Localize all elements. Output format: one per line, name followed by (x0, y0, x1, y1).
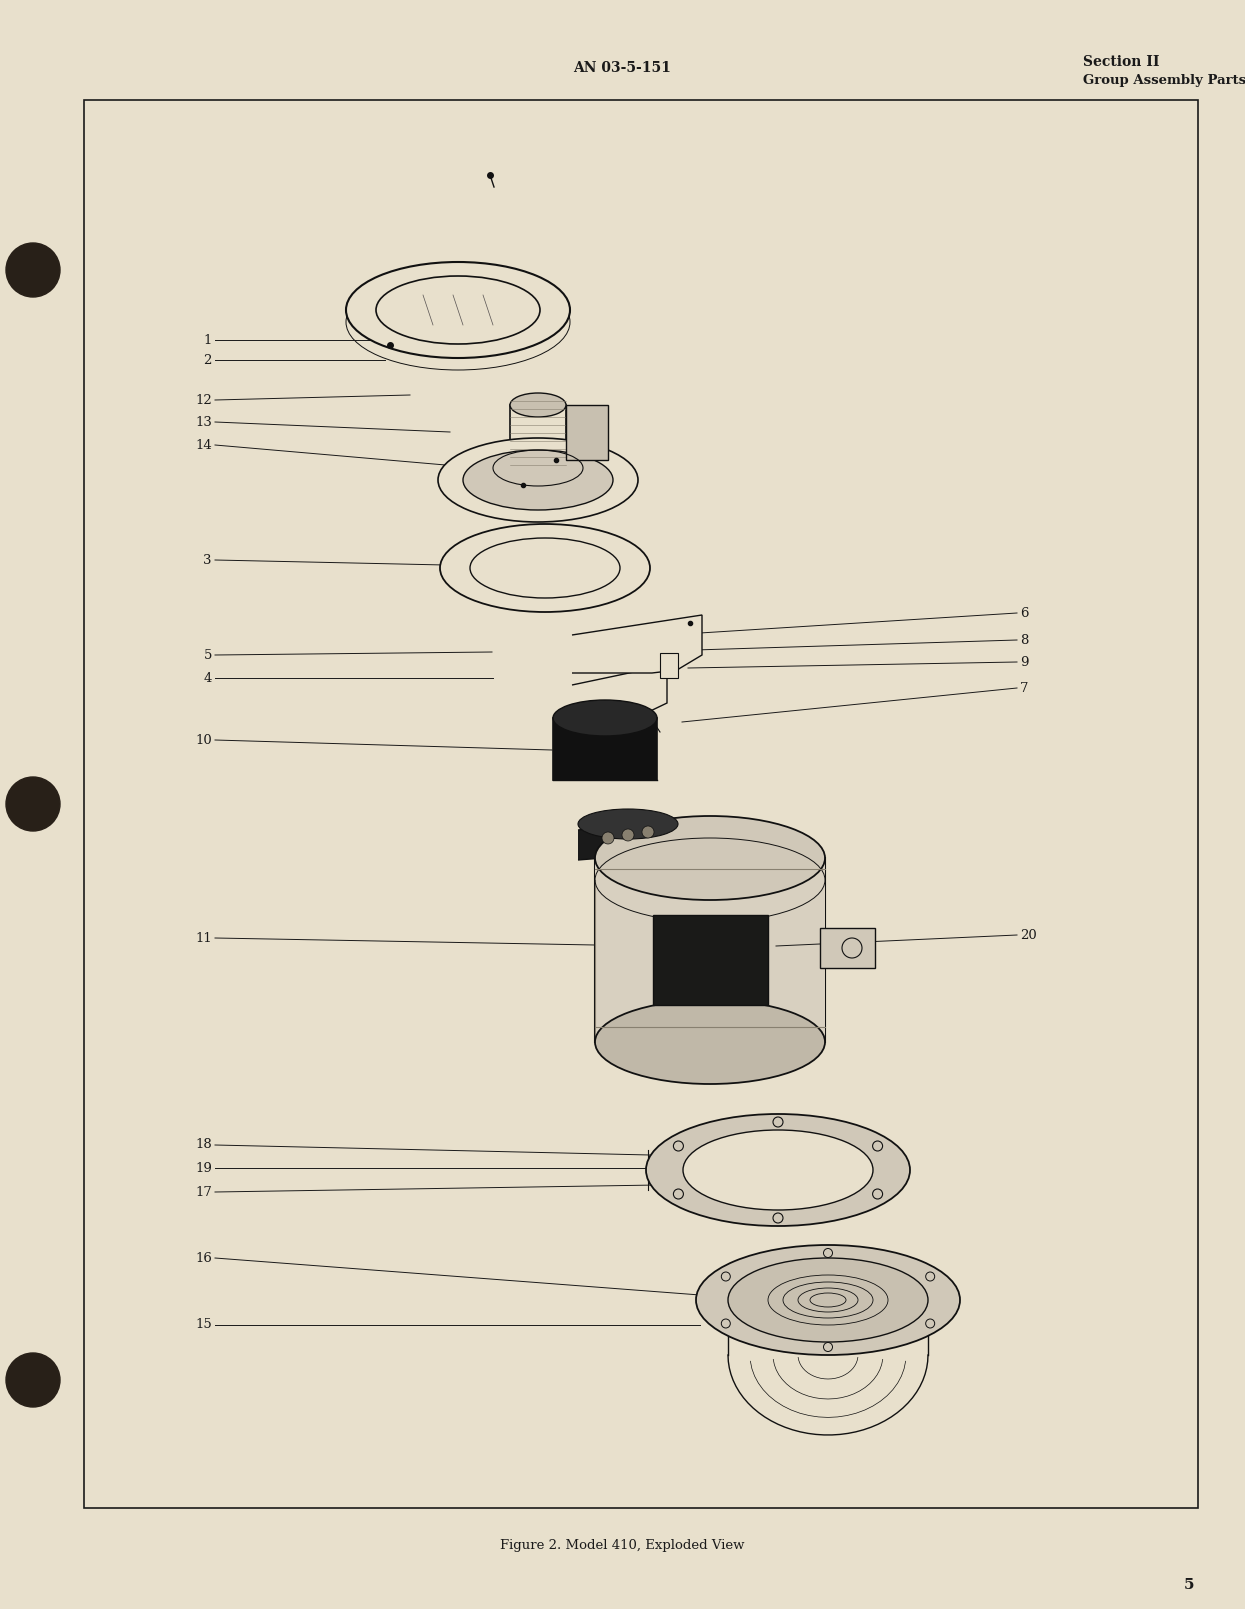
Circle shape (6, 243, 60, 298)
Ellipse shape (728, 1258, 928, 1342)
Ellipse shape (438, 438, 637, 521)
Text: 10: 10 (195, 734, 212, 747)
Ellipse shape (346, 262, 570, 357)
Text: 17: 17 (195, 1186, 212, 1199)
Text: 4: 4 (204, 671, 212, 684)
Text: 9: 9 (1020, 655, 1028, 668)
Ellipse shape (553, 700, 657, 735)
Text: 1: 1 (204, 333, 212, 346)
Ellipse shape (595, 1001, 825, 1084)
PathPatch shape (578, 817, 679, 859)
Text: 18: 18 (195, 1139, 212, 1152)
Bar (820, 928, 875, 969)
Ellipse shape (510, 393, 566, 417)
Bar (83, 100, 1198, 1508)
Text: 13: 13 (195, 415, 212, 428)
Ellipse shape (471, 537, 620, 599)
Text: 3: 3 (203, 553, 212, 566)
Ellipse shape (463, 451, 613, 510)
Circle shape (6, 777, 60, 830)
Text: 14: 14 (195, 439, 212, 452)
Text: 7: 7 (1020, 682, 1028, 695)
PathPatch shape (571, 665, 667, 726)
Text: 16: 16 (195, 1252, 212, 1265)
Ellipse shape (595, 816, 825, 899)
Text: Figure 2. Model 410, Exploded View: Figure 2. Model 410, Exploded View (500, 1538, 745, 1551)
Circle shape (603, 832, 614, 845)
Text: 20: 20 (1020, 928, 1037, 941)
Text: 5: 5 (204, 648, 212, 661)
Bar (652, 916, 768, 1006)
Ellipse shape (696, 1245, 960, 1355)
Text: Group Assembly Parts List: Group Assembly Parts List (1083, 74, 1245, 87)
Ellipse shape (439, 525, 650, 611)
Text: 2: 2 (204, 354, 212, 367)
Text: 6: 6 (1020, 607, 1028, 619)
Bar (595, 858, 825, 1043)
Text: 12: 12 (195, 394, 212, 407)
Bar (553, 718, 657, 780)
Text: 5: 5 (1184, 1578, 1194, 1591)
Ellipse shape (646, 1113, 910, 1226)
Bar (660, 653, 679, 677)
Ellipse shape (684, 1130, 873, 1210)
Text: 15: 15 (195, 1318, 212, 1332)
Circle shape (642, 825, 654, 838)
Bar (566, 405, 608, 460)
PathPatch shape (571, 615, 702, 673)
Text: 11: 11 (195, 932, 212, 944)
Text: 19: 19 (195, 1162, 212, 1175)
Text: AN 03-5-151: AN 03-5-151 (574, 61, 671, 76)
Text: 8: 8 (1020, 634, 1028, 647)
Text: Section II: Section II (1083, 55, 1159, 69)
Circle shape (622, 829, 634, 842)
Ellipse shape (578, 809, 679, 838)
Ellipse shape (376, 277, 540, 344)
Circle shape (6, 1353, 60, 1406)
